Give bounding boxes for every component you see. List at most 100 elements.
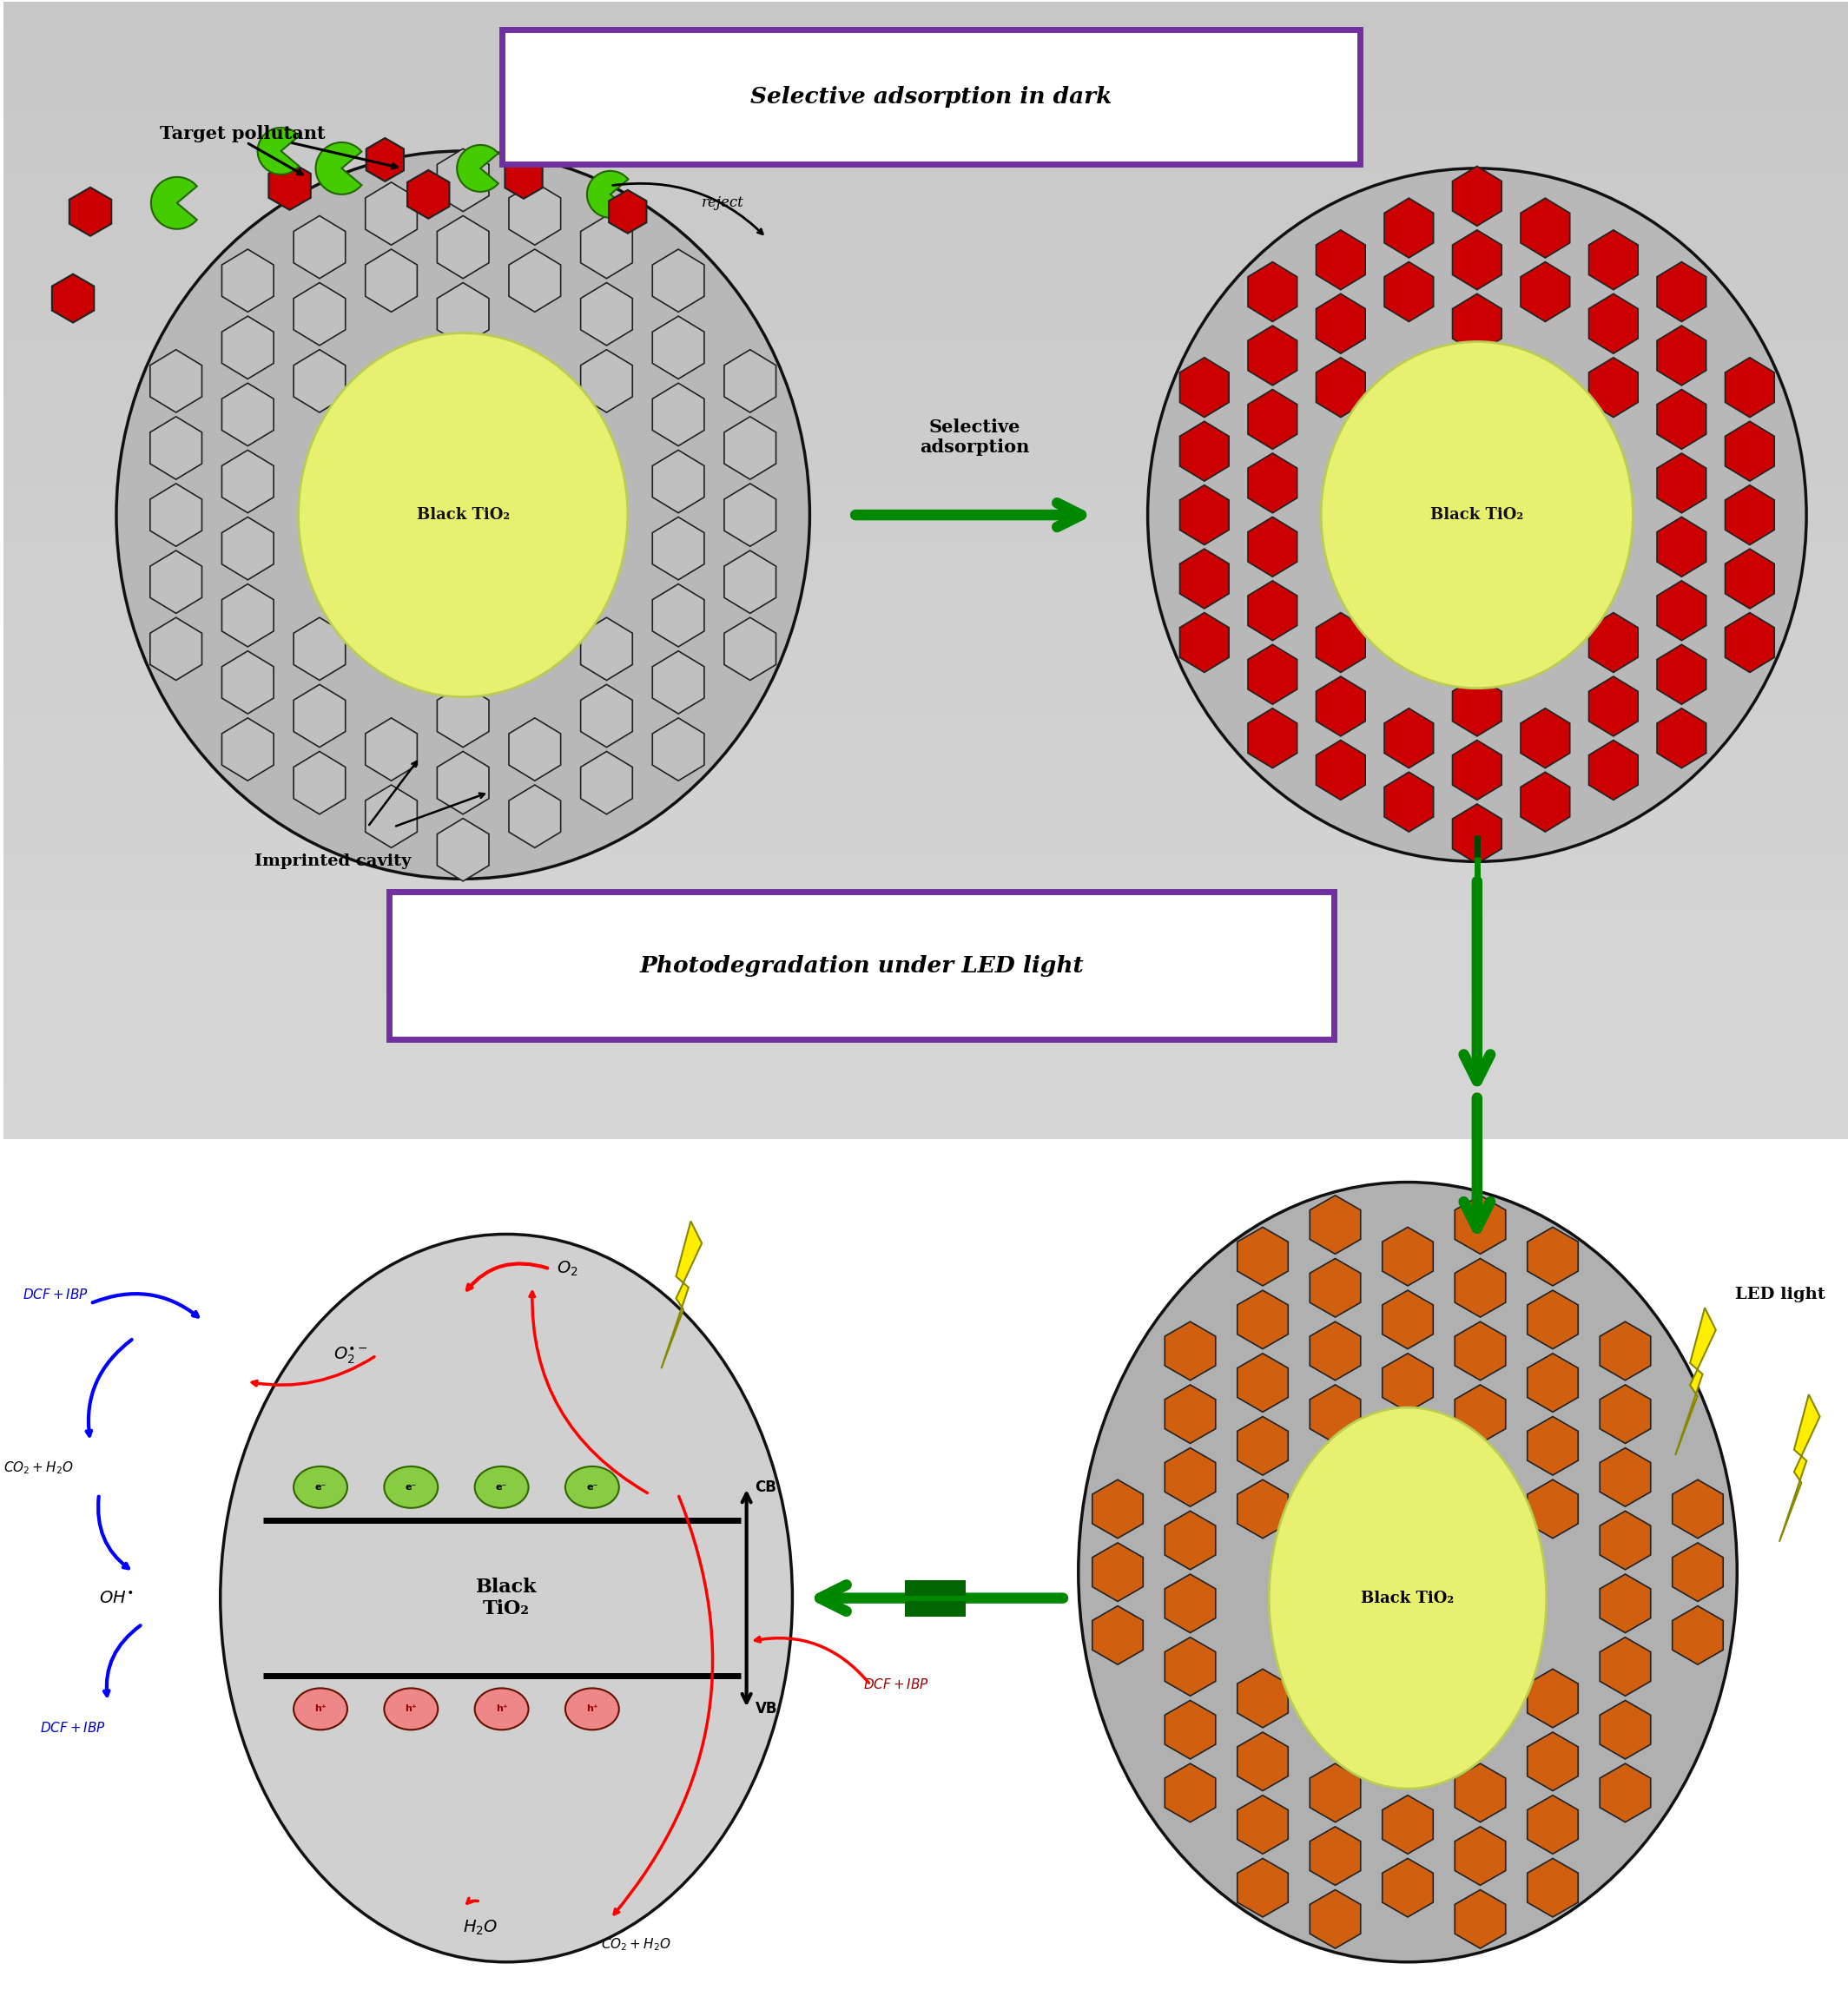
Text: $\mathit{DCF + IBP}$: $\mathit{DCF + IBP}$ xyxy=(41,1721,105,1735)
Bar xyxy=(4,2,1848,30)
Polygon shape xyxy=(1310,1891,1360,1948)
Text: VB: VB xyxy=(756,1701,778,1717)
Polygon shape xyxy=(438,149,490,211)
Bar xyxy=(4,342,1848,372)
Polygon shape xyxy=(1164,1574,1216,1632)
Polygon shape xyxy=(1179,613,1229,673)
Polygon shape xyxy=(1164,1321,1216,1381)
Polygon shape xyxy=(1658,454,1706,513)
Polygon shape xyxy=(1658,517,1706,577)
Bar xyxy=(4,60,1848,88)
Wedge shape xyxy=(316,143,362,195)
Text: e⁻: e⁻ xyxy=(314,1483,327,1492)
Polygon shape xyxy=(1316,295,1366,354)
Polygon shape xyxy=(222,517,274,579)
Bar xyxy=(4,1053,1848,1083)
Polygon shape xyxy=(1382,1859,1432,1916)
Bar xyxy=(4,969,1848,997)
Polygon shape xyxy=(1454,1763,1506,1823)
Polygon shape xyxy=(1672,1481,1722,1538)
Ellipse shape xyxy=(294,1467,347,1508)
Polygon shape xyxy=(1589,740,1637,800)
Ellipse shape xyxy=(565,1467,619,1508)
Polygon shape xyxy=(1600,1385,1650,1443)
Polygon shape xyxy=(1382,1795,1432,1855)
Polygon shape xyxy=(508,183,560,245)
Ellipse shape xyxy=(1079,1182,1737,1962)
Polygon shape xyxy=(1589,358,1637,418)
Polygon shape xyxy=(438,215,490,279)
Bar xyxy=(4,798,1848,826)
Polygon shape xyxy=(1092,1481,1144,1538)
Polygon shape xyxy=(508,249,560,312)
Polygon shape xyxy=(652,651,704,714)
Polygon shape xyxy=(222,249,274,312)
Polygon shape xyxy=(1600,1699,1650,1759)
Polygon shape xyxy=(1658,581,1706,641)
Polygon shape xyxy=(1600,1510,1650,1570)
Polygon shape xyxy=(724,617,776,681)
Ellipse shape xyxy=(1270,1407,1547,1789)
Bar xyxy=(4,30,1848,60)
Ellipse shape xyxy=(1148,169,1805,862)
Polygon shape xyxy=(366,718,418,780)
Polygon shape xyxy=(1454,1258,1506,1317)
Bar xyxy=(4,627,1848,655)
Text: Black TiO₂: Black TiO₂ xyxy=(1430,507,1523,523)
Polygon shape xyxy=(1526,1859,1578,1916)
Bar xyxy=(4,826,1848,854)
Text: CB: CB xyxy=(756,1479,776,1494)
Polygon shape xyxy=(1526,1417,1578,1475)
Polygon shape xyxy=(1382,1353,1432,1413)
Polygon shape xyxy=(1658,263,1706,322)
Polygon shape xyxy=(1384,199,1434,259)
Bar xyxy=(4,88,1848,115)
Polygon shape xyxy=(1238,1290,1288,1349)
Bar xyxy=(4,712,1848,740)
Text: h⁺: h⁺ xyxy=(495,1705,508,1713)
Polygon shape xyxy=(1600,1763,1650,1823)
Polygon shape xyxy=(1589,613,1637,673)
Polygon shape xyxy=(1658,390,1706,450)
Polygon shape xyxy=(1658,708,1706,768)
Polygon shape xyxy=(1780,1395,1820,1542)
Polygon shape xyxy=(1453,295,1502,354)
Polygon shape xyxy=(1726,358,1774,418)
Polygon shape xyxy=(652,316,704,378)
Text: $\mathit{DCF + IBP}$: $\mathit{DCF + IBP}$ xyxy=(22,1288,89,1301)
Polygon shape xyxy=(1316,231,1366,291)
Polygon shape xyxy=(1521,199,1569,259)
Polygon shape xyxy=(1453,677,1502,736)
Bar xyxy=(4,1138,1848,1988)
Text: Black TiO₂: Black TiO₂ xyxy=(416,507,510,523)
Polygon shape xyxy=(1382,1228,1432,1286)
Bar xyxy=(4,201,1848,229)
Polygon shape xyxy=(1164,1638,1216,1695)
Polygon shape xyxy=(508,784,560,848)
Polygon shape xyxy=(1384,772,1434,832)
Polygon shape xyxy=(1247,390,1297,450)
Polygon shape xyxy=(652,583,704,647)
Wedge shape xyxy=(456,145,499,191)
Bar xyxy=(4,115,1848,143)
Polygon shape xyxy=(294,617,346,681)
Polygon shape xyxy=(1521,263,1569,322)
Polygon shape xyxy=(1092,1542,1144,1602)
Polygon shape xyxy=(268,161,310,209)
Polygon shape xyxy=(1247,454,1297,513)
Polygon shape xyxy=(662,1222,702,1369)
Ellipse shape xyxy=(565,1688,619,1729)
Text: Imprinted cavity: Imprinted cavity xyxy=(255,854,412,870)
Polygon shape xyxy=(1310,1385,1360,1443)
Polygon shape xyxy=(724,551,776,613)
Ellipse shape xyxy=(298,332,628,696)
Ellipse shape xyxy=(294,1688,347,1729)
Polygon shape xyxy=(1310,1763,1360,1823)
Polygon shape xyxy=(366,784,418,848)
Text: Black
TiO₂: Black TiO₂ xyxy=(475,1578,538,1618)
Polygon shape xyxy=(1310,1321,1360,1381)
Polygon shape xyxy=(508,718,560,780)
Polygon shape xyxy=(70,187,111,237)
Bar xyxy=(4,939,1848,969)
Polygon shape xyxy=(366,137,405,181)
